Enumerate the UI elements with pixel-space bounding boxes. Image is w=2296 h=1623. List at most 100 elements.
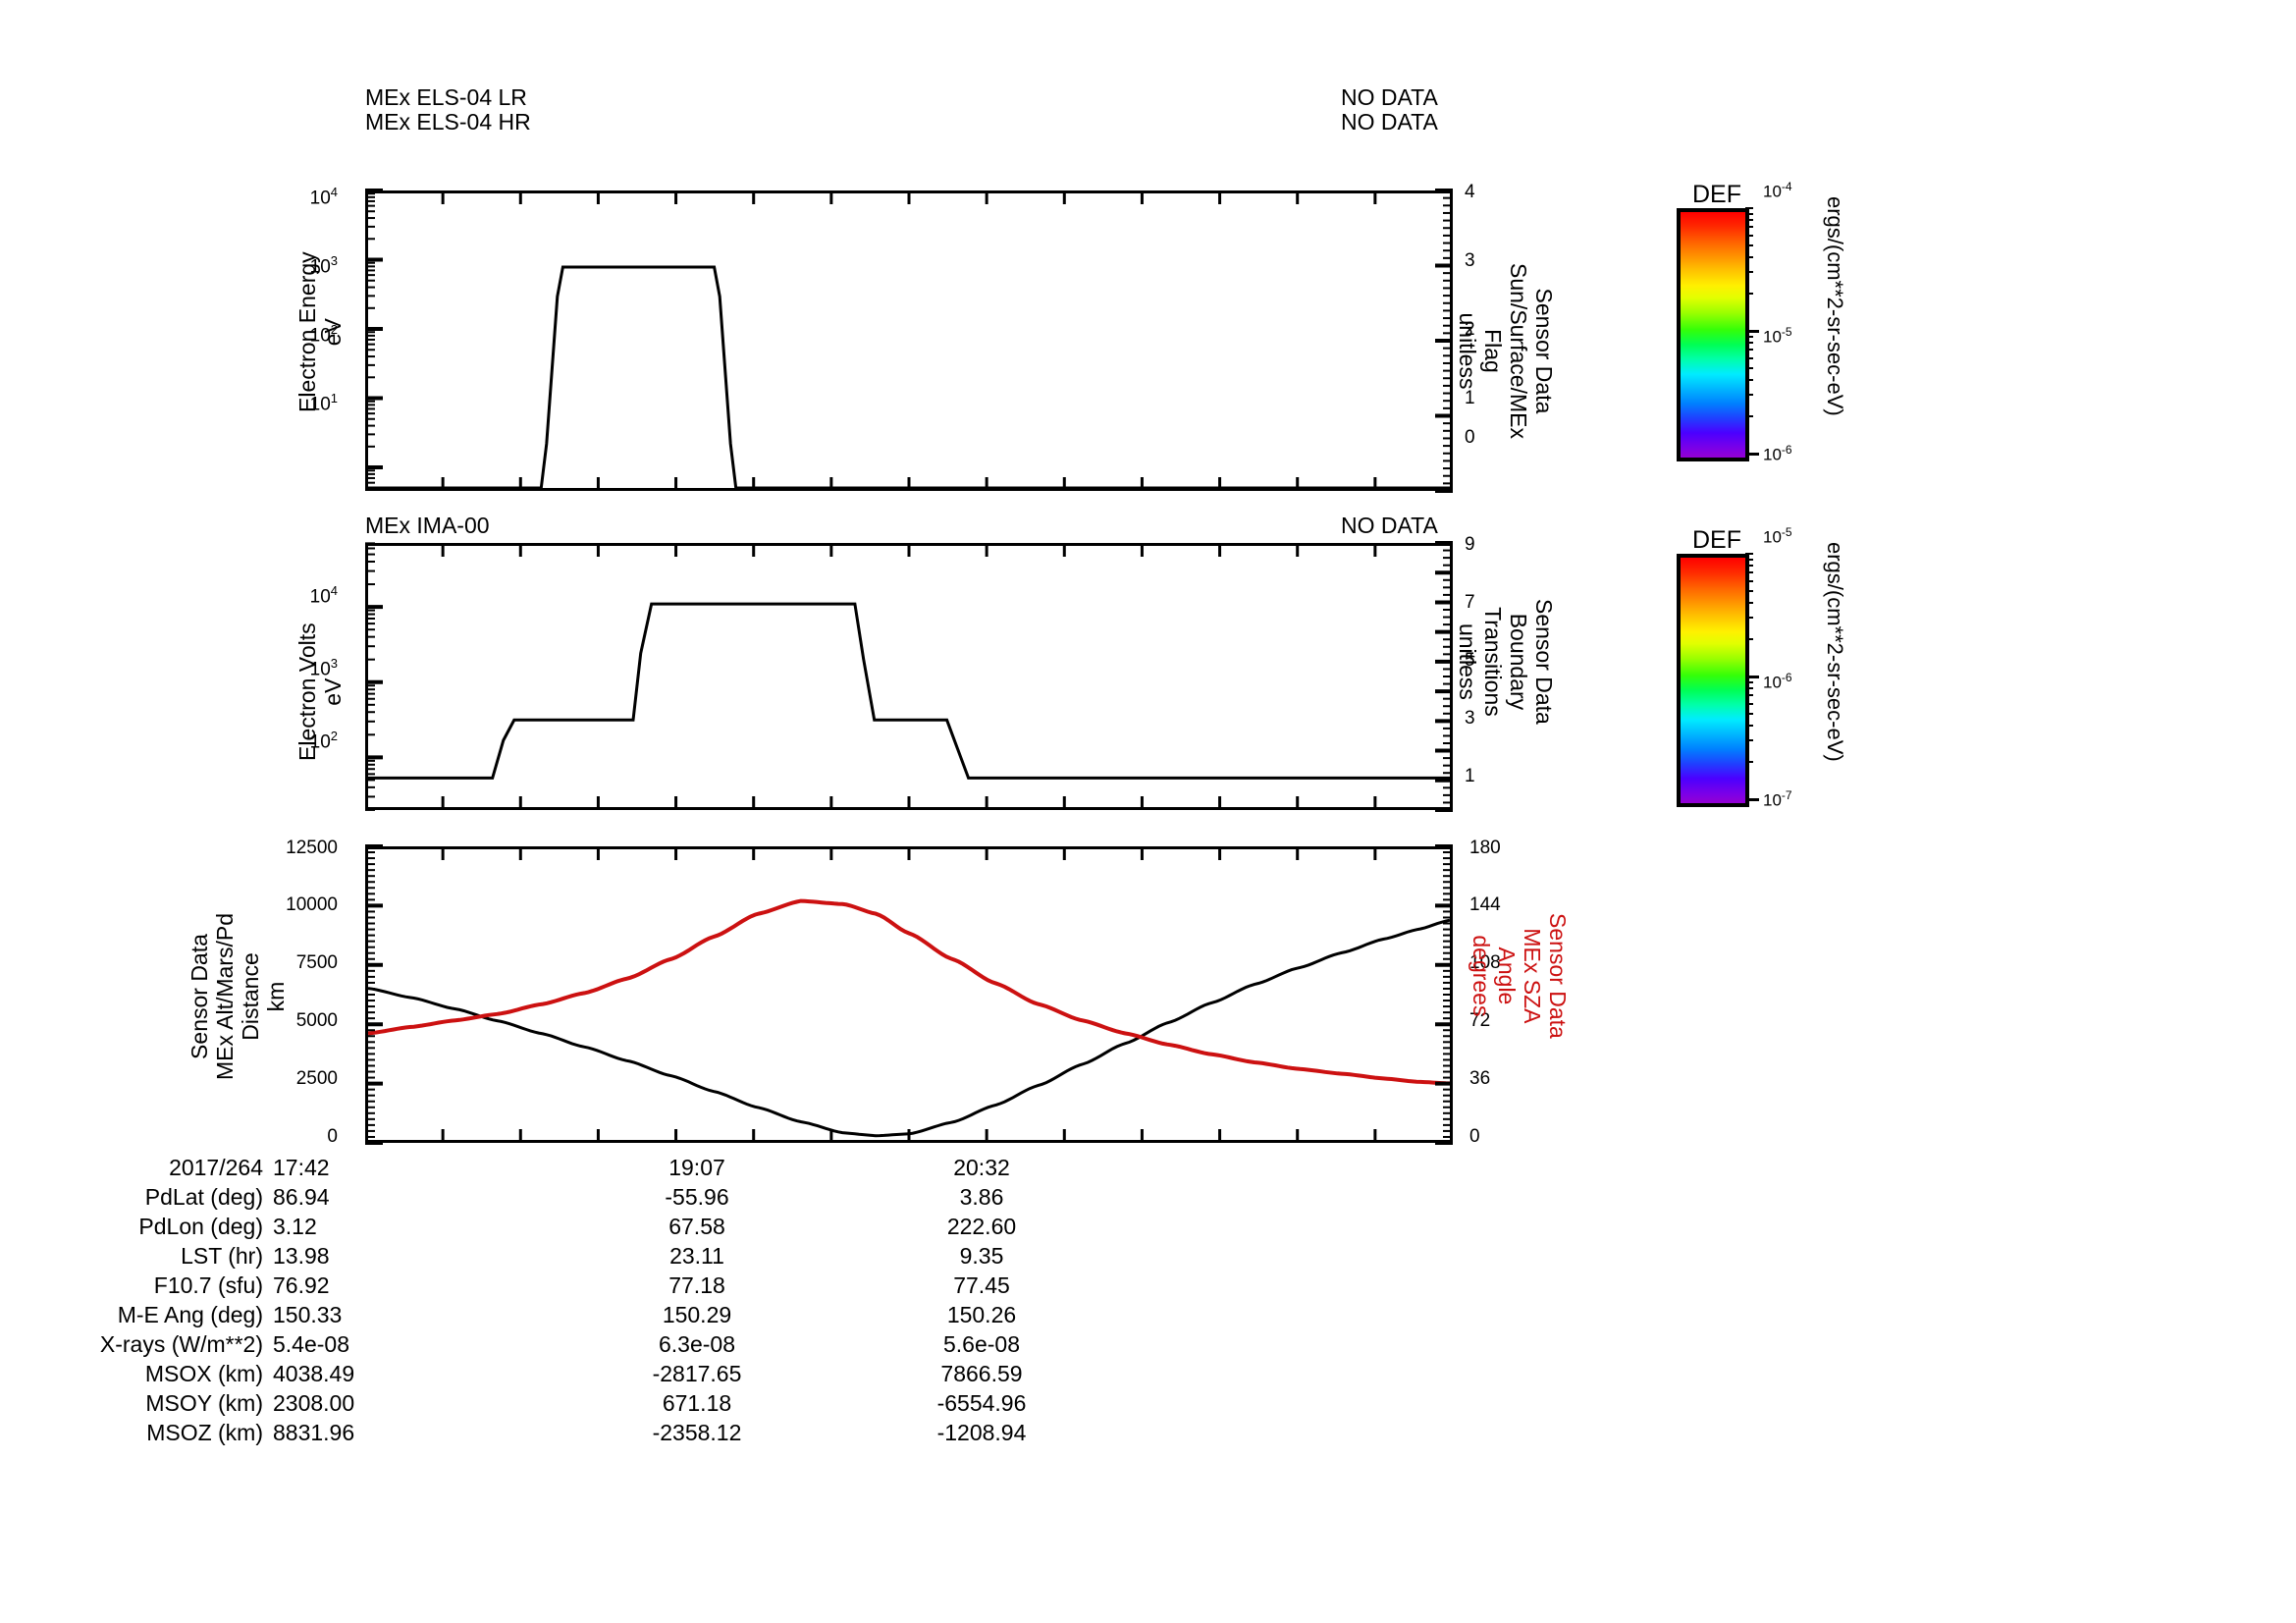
table-row: MSOZ (km) 8831.96 -2358.12 -1208.94 bbox=[0, 1422, 1335, 1444]
panel3-right-title-line1: Sensor Data bbox=[1545, 913, 1571, 1039]
colorbar-2-tick-top: 10-5 bbox=[1763, 525, 1792, 547]
table-cell: 5.6e-08 bbox=[942, 1331, 1020, 1357]
panel2-right-title-line3: Transitions bbox=[1480, 607, 1506, 717]
panel3-right-tick-0: 180 bbox=[1469, 838, 1501, 858]
colorbar-2-unit: ergs/(cm**2-sr-sec-eV) bbox=[1822, 542, 1847, 762]
panel3-left-title-line4: km bbox=[263, 981, 289, 1012]
panel1-header-left-2: MEx ELS-04 HR bbox=[365, 109, 531, 135]
table-row: MSOY (km) 2308.00 671.18 -6554.96 bbox=[0, 1392, 1335, 1415]
table-row: LST (hr) 13.98 23.11 9.35 bbox=[0, 1245, 1335, 1268]
panel2-right-title-line2: Boundary bbox=[1506, 613, 1531, 711]
panel3-right-tick-4: 36 bbox=[1469, 1068, 1491, 1089]
table-cell: 150.26 bbox=[946, 1302, 1017, 1327]
panel3-right-tick-5: 0 bbox=[1469, 1126, 1480, 1147]
colorbar-1-title: DEF bbox=[1692, 181, 1741, 208]
panel3-left-tick-5: 0 bbox=[327, 1126, 338, 1147]
table-row: F10.7 (sfu) 76.92 77.18 77.45 bbox=[0, 1274, 1335, 1297]
panel3-left-tick-2: 7500 bbox=[295, 952, 338, 973]
table-cell: 77.45 bbox=[953, 1272, 1010, 1298]
table-cell: 20:32 bbox=[953, 1155, 1010, 1180]
table-cell: 86.94 bbox=[273, 1184, 330, 1210]
table-cell: 23.11 bbox=[669, 1243, 724, 1269]
table-cell: -2358.12 bbox=[652, 1420, 742, 1445]
panel1-header-left-1: MEx ELS-04 LR bbox=[365, 84, 527, 110]
table-row: PdLon (deg) 3.12 67.58 222.60 bbox=[0, 1216, 1335, 1238]
colorbar-1-gradient bbox=[1677, 208, 1749, 461]
table-cell: -6554.96 bbox=[936, 1390, 1027, 1416]
colorbar-2-ticks bbox=[1745, 553, 1759, 801]
table-cell: 17:42 bbox=[273, 1155, 330, 1180]
panel3-axis-ticks bbox=[365, 844, 1453, 1145]
panel1-header-right-2: NO DATA bbox=[1341, 109, 1438, 135]
table-row-label: 2017/264 bbox=[169, 1155, 263, 1180]
panel2-header-left: MEx IMA-00 bbox=[365, 513, 490, 538]
panel3-right-title-line2: MEx SZA bbox=[1520, 928, 1545, 1024]
panel1-left-title-line2: eV bbox=[320, 318, 346, 347]
panel2-plot-area bbox=[368, 602, 1450, 780]
table-cell: -55.96 bbox=[665, 1184, 729, 1210]
panel3-right-tick-1: 144 bbox=[1469, 894, 1501, 915]
table-cell: 671.18 bbox=[662, 1390, 732, 1416]
panel1-right-axis-title: Sensor Data Sun/Surface/MEx Flag unitles… bbox=[1455, 263, 1557, 439]
panel1-header-right-1: NO DATA bbox=[1341, 84, 1438, 110]
panel1-right-title-line4: unitless bbox=[1455, 312, 1480, 390]
panel2-left-title-line1: Electron Volts bbox=[294, 622, 320, 761]
panel3-left-tick-3: 5000 bbox=[295, 1010, 338, 1031]
table-cell: 3.86 bbox=[959, 1184, 1004, 1210]
panel1-plot-area bbox=[368, 265, 1450, 488]
table-row: X-rays (W/m**2) 5.4e-08 6.3e-08 5.6e-08 bbox=[0, 1333, 1335, 1356]
panel3-left-title-line3: Distance bbox=[238, 952, 263, 1041]
panel-altitude-sza bbox=[365, 846, 1453, 1143]
panel-electron-energy bbox=[365, 190, 1453, 491]
table-row: M-E Ang (deg) 150.33 150.29 150.26 bbox=[0, 1304, 1335, 1326]
colorbar-2-tick-mid: 10-6 bbox=[1763, 671, 1792, 692]
table-cell: 5.4e-08 bbox=[273, 1331, 350, 1357]
panel2-right-title-line4: unitless bbox=[1455, 622, 1480, 700]
panel2-left-axis-title: Electron Volts eV bbox=[294, 622, 346, 761]
panel3-left-tick-4: 2500 bbox=[295, 1068, 338, 1089]
table-row: PdLat (deg) 86.94 -55.96 3.86 bbox=[0, 1186, 1335, 1209]
table-cell: 13.98 bbox=[273, 1243, 330, 1269]
panel3-right-tick-3: 72 bbox=[1469, 1010, 1491, 1031]
table-cell: 9.35 bbox=[959, 1243, 1004, 1269]
table-cell: -2817.65 bbox=[652, 1361, 742, 1386]
colorbar-1-unit: ergs/(cm**2-sr-sec-eV) bbox=[1822, 196, 1847, 416]
table-cell: 2308.00 bbox=[273, 1390, 355, 1416]
table-cell: 76.92 bbox=[273, 1272, 330, 1298]
table-row-label: PdLat (deg) bbox=[144, 1184, 263, 1210]
colorbar-1-tick-bot: 10-6 bbox=[1763, 443, 1792, 464]
table-cell: 150.29 bbox=[662, 1302, 732, 1327]
panel3-right-title-line3: Angle bbox=[1494, 947, 1520, 1005]
panel2-axis-ticks bbox=[365, 541, 1453, 812]
panel3-left-tick-0: 12500 bbox=[286, 838, 338, 858]
panel3-right-title-line4: degrees bbox=[1468, 935, 1494, 1017]
table-row-label: F10.7 (sfu) bbox=[153, 1272, 263, 1298]
panel-electron-volts bbox=[365, 543, 1453, 810]
table-cell: 150.33 bbox=[273, 1302, 343, 1327]
panel3-right-tick-2: 108 bbox=[1469, 952, 1501, 973]
panel2-right-title-line1: Sensor Data bbox=[1531, 599, 1557, 725]
colorbar-1-unit-text: ergs/(cm**2-sr-sec-eV) bbox=[1823, 196, 1847, 416]
table-row-label: PdLon (deg) bbox=[138, 1214, 263, 1239]
colorbar-1-tick-mid: 10-5 bbox=[1763, 325, 1792, 347]
table-row-label: M-E Ang (deg) bbox=[117, 1302, 263, 1327]
panel1-right-title-line1: Sensor Data bbox=[1531, 288, 1557, 414]
table-row: MSOX (km) 4038.49 -2817.65 7866.59 bbox=[0, 1363, 1335, 1385]
panel3-right-axis-title: Sensor Data MEx SZA Angle degrees bbox=[1468, 913, 1571, 1039]
panel3-left-title-line2: MEx Alt/Mars/Pd bbox=[212, 913, 238, 1080]
table-cell: 4038.49 bbox=[273, 1361, 355, 1386]
table-row-label: X-rays (W/m**2) bbox=[99, 1331, 263, 1357]
table-cell: 3.12 bbox=[273, 1214, 317, 1239]
colorbar-2-gradient bbox=[1677, 554, 1749, 807]
panel1-right-title-line2: Sun/Surface/MEx bbox=[1506, 263, 1531, 439]
panel2-header-right: NO DATA bbox=[1341, 513, 1438, 538]
table-cell: 222.60 bbox=[946, 1214, 1017, 1239]
panel3-left-title-line1: Sensor Data bbox=[187, 934, 212, 1059]
colorbar-2-tick-bot: 10-7 bbox=[1763, 788, 1792, 810]
table-cell: 19:07 bbox=[668, 1155, 725, 1180]
panel1-axis-ticks bbox=[365, 189, 1453, 493]
panel2-left-title-line2: eV bbox=[320, 677, 346, 706]
table-cell: 77.18 bbox=[668, 1272, 725, 1298]
table-row-label: MSOY (km) bbox=[145, 1390, 263, 1416]
